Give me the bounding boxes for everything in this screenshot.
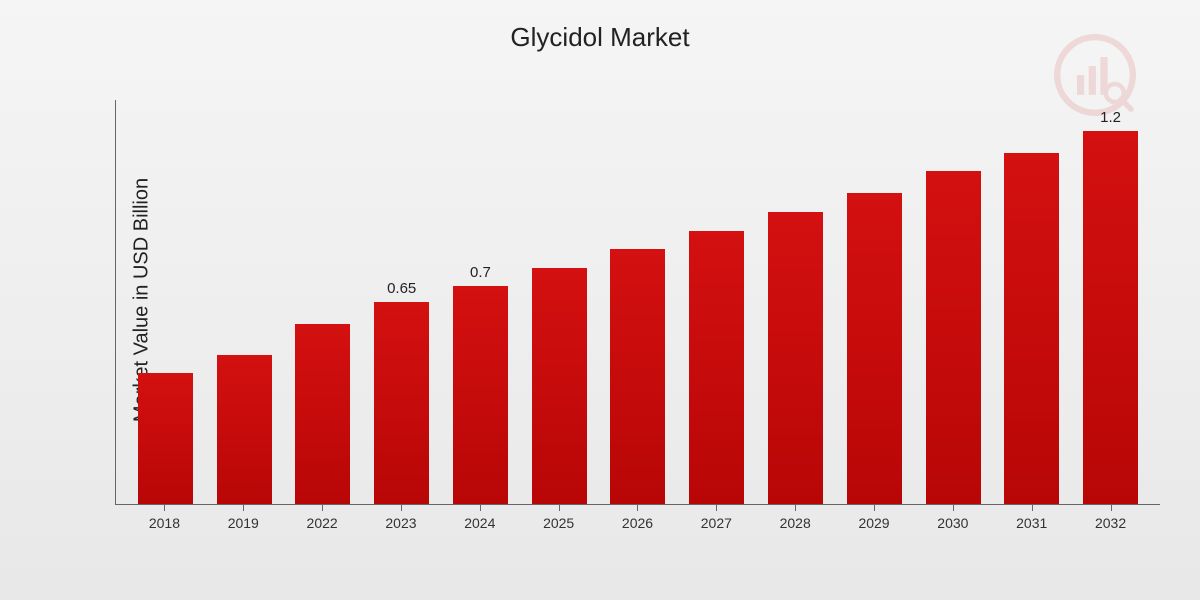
- x-tick-label: 2031: [992, 505, 1071, 545]
- x-tick-label: 2032: [1071, 505, 1150, 545]
- x-tick-label: 2019: [204, 505, 283, 545]
- bar: [1083, 131, 1138, 504]
- bar: [610, 249, 665, 504]
- bars-container: 0.65 0.7 1.2: [116, 100, 1160, 504]
- bar-slot: 0.7: [441, 100, 520, 504]
- bar: [217, 355, 272, 504]
- bar-slot: [992, 100, 1071, 504]
- plot-area: 0.65 0.7 1.2: [115, 100, 1160, 505]
- bar-value-label: 0.65: [387, 280, 416, 298]
- bar: [926, 171, 981, 504]
- bar: [689, 231, 744, 504]
- bar: [1004, 153, 1059, 504]
- bar-slot: [126, 100, 205, 504]
- bar-slot: [835, 100, 914, 504]
- x-tick-label: 2018: [125, 505, 204, 545]
- x-tick-label: 2027: [677, 505, 756, 545]
- x-tick-label: 2028: [756, 505, 835, 545]
- bar-value-label: 0.7: [470, 264, 491, 282]
- bar-value-label: 1.2: [1100, 109, 1121, 127]
- bar: [768, 212, 823, 504]
- bar-slot: 1.2: [1071, 100, 1150, 504]
- chart-title: Glycidol Market: [0, 0, 1200, 53]
- bar: [374, 302, 429, 504]
- x-tick-label: 2024: [440, 505, 519, 545]
- x-tick-label: 2022: [283, 505, 362, 545]
- bar: [532, 268, 587, 504]
- bar-slot: [205, 100, 284, 504]
- bar: [453, 286, 508, 504]
- bar-slot: [599, 100, 678, 504]
- bar-slot: 0.65: [362, 100, 441, 504]
- bar-slot: [520, 100, 599, 504]
- bar-slot: [914, 100, 993, 504]
- bar: [847, 193, 902, 504]
- bar-slot: [284, 100, 363, 504]
- bar-slot: [756, 100, 835, 504]
- x-tick-label: 2025: [519, 505, 598, 545]
- bar: [138, 373, 193, 504]
- bar-slot: [677, 100, 756, 504]
- x-tick-label: 2029: [835, 505, 914, 545]
- chart-area: 0.650.71.2 20182019202220232024202520262…: [75, 100, 1160, 545]
- x-tick-label: 2030: [913, 505, 992, 545]
- x-tick-label: 2026: [598, 505, 677, 545]
- x-axis: 2018201920222023202420252026202720282029…: [115, 505, 1160, 545]
- bar: [295, 324, 350, 504]
- x-tick-label: 2023: [362, 505, 441, 545]
